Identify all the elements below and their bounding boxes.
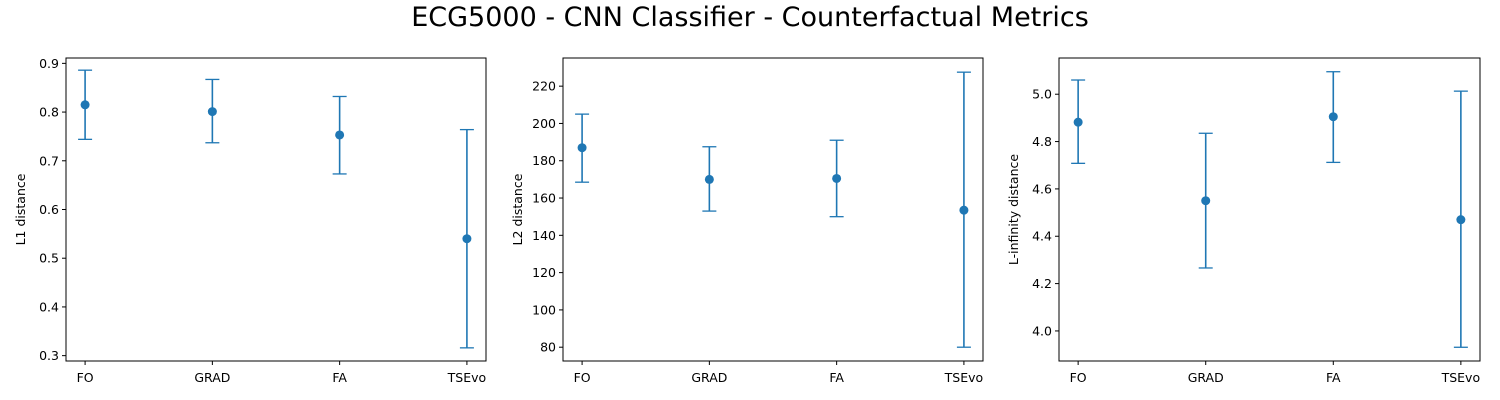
figure-title: ECG5000 - CNN Classifier - Counterfactua… — [411, 2, 1089, 33]
y-tick-label: 180 — [532, 153, 556, 168]
x-tick-label-tsevo: TSEvo — [944, 370, 984, 385]
axes-frame — [1058, 57, 1481, 362]
y-tick-label: 0.6 — [39, 202, 59, 217]
data-point-fa — [832, 173, 842, 183]
data-point-tsevo — [1456, 215, 1466, 225]
y-tick-label: 0.3 — [39, 348, 59, 363]
x-tick-label-fo: FO — [77, 370, 94, 385]
data-point-tsevo — [959, 205, 969, 215]
y-tick-label: 5.0 — [1032, 87, 1052, 102]
y-tick-label: 0.7 — [39, 153, 59, 168]
axes-frame — [562, 57, 984, 362]
y-tick-label: 0.9 — [39, 56, 59, 71]
x-tick-label-tsevo: TSEvo — [447, 370, 487, 385]
data-point-grad — [704, 174, 714, 184]
y-tick-label: 4.4 — [1032, 229, 1052, 244]
x-tick-label-fo: FO — [1070, 370, 1087, 385]
x-tick-label-fa: FA — [332, 370, 347, 385]
y-axis-label: L-infinity distance — [1006, 154, 1021, 265]
y-tick-label: 80 — [540, 340, 556, 355]
data-point-fo — [80, 100, 90, 110]
y-tick-label: 0.8 — [39, 105, 59, 120]
x-tick-label-grad: GRAD — [691, 370, 727, 385]
y-tick-label: 220 — [532, 79, 556, 94]
y-tick-label: 0.4 — [39, 299, 59, 314]
x-tick-label-grad: GRAD — [1188, 370, 1224, 385]
y-tick-label: 4.2 — [1032, 276, 1052, 291]
data-point-fa — [335, 130, 345, 140]
x-tick-label-fa: FA — [829, 370, 844, 385]
data-point-tsevo — [462, 234, 472, 244]
x-tick-label-fo: FO — [574, 370, 591, 385]
y-tick-label: 200 — [532, 116, 556, 131]
data-point-grad — [1201, 196, 1211, 206]
y-axis-label: L1 distance — [13, 173, 28, 245]
y-tick-label: 100 — [532, 302, 556, 317]
x-tick-label-grad: GRAD — [194, 370, 230, 385]
y-tick-label: 160 — [532, 191, 556, 206]
data-point-grad — [207, 107, 217, 117]
data-point-fo — [577, 143, 587, 153]
x-tick-label-fa: FA — [1326, 370, 1341, 385]
y-tick-label: 4.0 — [1032, 323, 1052, 338]
y-tick-label: 120 — [532, 265, 556, 280]
x-tick-label-tsevo: TSEvo — [1441, 370, 1481, 385]
y-axis-label: L2 distance — [510, 173, 525, 245]
y-tick-label: 4.8 — [1032, 134, 1052, 149]
y-tick-label: 140 — [532, 228, 556, 243]
data-point-fa — [1328, 112, 1338, 122]
y-tick-label: 0.5 — [39, 251, 59, 266]
data-point-fo — [1073, 117, 1083, 127]
y-tick-label: 4.6 — [1032, 181, 1052, 196]
